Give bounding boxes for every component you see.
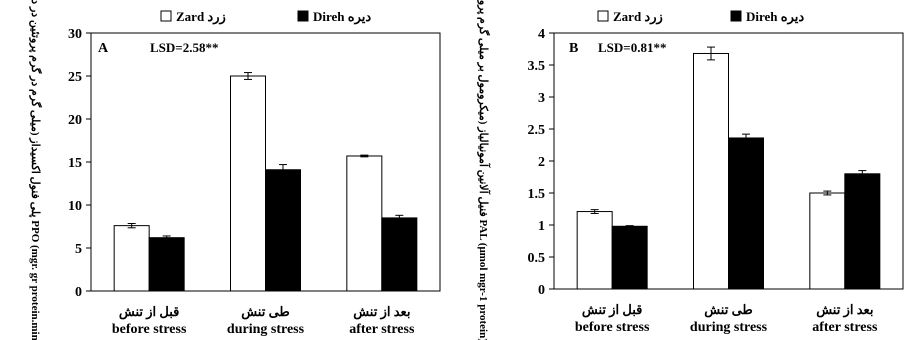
y-tick-label-b-4: 2 (538, 155, 545, 170)
category-label-fa-a-0: قبل از تنش (119, 304, 180, 320)
legend-swatch-direh-b (730, 10, 742, 22)
lsd-label-a: LSD=2.58** (150, 40, 218, 55)
panel-label-a: A (98, 41, 109, 56)
bar-a-s1-c0 (148, 237, 185, 292)
lsd-label-b: LSD=0.81** (598, 40, 666, 55)
y-tick-label-a-5: 25 (68, 70, 82, 85)
category-label-fa-b-1: طی تنش (704, 302, 753, 318)
legend-b: Zard زرد Direh دیره (597, 9, 804, 25)
y-tick-label-a-3: 15 (68, 156, 82, 171)
y-tick-label-b-6: 3 (538, 91, 545, 106)
bar-a-s0-c1 (230, 75, 266, 292)
bar-b-s1-c2 (844, 173, 881, 290)
y-tick-label-a-4: 20 (68, 113, 82, 128)
y-axis-label-a: پلی فنول اکسیداز (میلی گرم در گرم پروتئی… (29, 0, 43, 340)
y-tick-label-a-6: 30 (68, 27, 82, 42)
y-tick-label-b-2: 1 (538, 219, 545, 234)
category-label-en-a-1: during stress (227, 322, 305, 337)
bar-a-s1-c1 (265, 169, 301, 292)
category-label-en-b-2: after stress (812, 320, 878, 335)
panel-label-b: B (569, 41, 578, 56)
category-label-fa-b-2: بعد از تنش (816, 302, 873, 318)
bar-a-s0-c2 (346, 155, 383, 292)
category-label-en-b-0: before stress (575, 320, 650, 335)
category-label-en-b-1: during stress (690, 320, 768, 335)
y-tick-label-b-3: 1.5 (528, 187, 546, 202)
bars-a (113, 72, 418, 292)
legend-label-zard-b: Zard زرد (613, 9, 663, 25)
legend-a: Zard زرد Direh دیره (160, 9, 371, 25)
y-ticks-b: 0 0.5 1 1.5 2 2.5 3 3.5 4 (528, 27, 554, 298)
category-label-en-a-0: before stress (112, 322, 187, 337)
bar-b-s1-c1 (728, 137, 764, 290)
chart-panel-a: پلی فنول اکسیداز (میلی گرم در گرم پروتئی… (29, 0, 441, 340)
bars-b (576, 46, 881, 290)
legend-swatch-zard-a (160, 10, 172, 22)
legend-label-direh-a: Direh دیره (313, 9, 371, 25)
y-ticks-a: 0 5 10 15 20 25 30 (68, 27, 91, 300)
y-tick-label-b-0: 0 (538, 283, 545, 298)
category-label-fa-a-1: طی تنش (241, 304, 290, 320)
legend-label-direh-b: Direh دیره (746, 9, 804, 25)
legend-label-zard-a: Zard زرد (176, 9, 226, 25)
y-tick-label-a-2: 10 (68, 199, 82, 214)
legend-swatch-zard-b (597, 10, 609, 22)
x-categories-b: قبل از تنش before stress طی تنش during stre… (575, 302, 878, 335)
bar-a-s0-c0 (113, 225, 150, 292)
category-label-en-a-2: after stress (349, 322, 415, 337)
y-tick-label-b-8: 4 (538, 27, 545, 42)
category-label-fa-b-0: قبل از تنش (582, 302, 643, 318)
chart-panel-b: فنیل آلانین آمونیالیاز (میکرومول بر میلی… (477, 0, 904, 340)
y-axis-label-b: فنیل آلانین آمونیالیاز (میکرومول بر میلی… (477, 0, 491, 340)
legend-swatch-direh-a (297, 10, 309, 22)
bar-b-s0-c1 (693, 52, 729, 290)
x-categories-a: قبل از تنش before stress طی تنش during stre… (112, 304, 415, 337)
y-tick-label-a-0: 0 (75, 285, 82, 300)
y-tick-label-b-5: 2.5 (528, 123, 546, 138)
y-tick-label-a-1: 5 (75, 242, 82, 257)
category-label-fa-a-2: بعد از تنش (353, 304, 410, 320)
bar-b-s0-c2 (809, 192, 846, 290)
bar-a-s1-c2 (381, 217, 418, 292)
y-tick-label-b-7: 3.5 (528, 59, 546, 74)
bar-b-s1-c0 (611, 225, 648, 290)
bar-b-s0-c0 (576, 211, 613, 290)
y-tick-label-b-1: 0.5 (528, 251, 546, 266)
